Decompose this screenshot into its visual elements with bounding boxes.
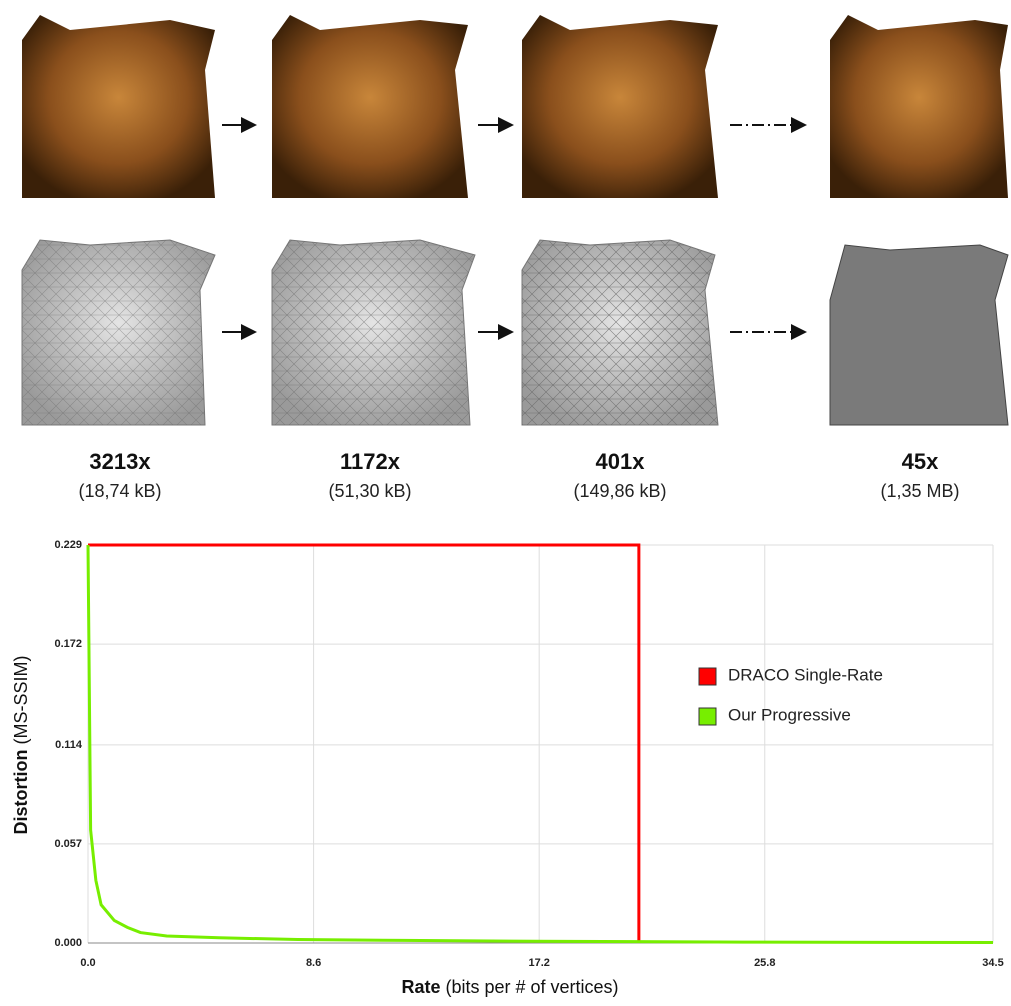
x-tick-label: 17.2 [528, 957, 549, 969]
x-axis-title: Rate(bits per # of vertices) [401, 977, 618, 997]
y-axis-title-main: Distortion [11, 750, 31, 835]
file-size: (149,86 kB) [573, 481, 666, 501]
figure: 3213x (18,74 kB) 1172x (51,30 kB) 401x (149,8… [0, 0, 1011, 1001]
x-tick-label: 0.0 [80, 957, 95, 969]
y-tick-label: 0.114 [55, 739, 83, 751]
y-tick-label: 0.000 [54, 937, 82, 949]
y-tick-label: 0.229 [54, 539, 82, 551]
legend-swatch [699, 668, 716, 685]
x-tick-label: 34.5 [982, 957, 1003, 969]
file-size: (51,30 kB) [328, 481, 411, 501]
legend-label: Our Progressive [728, 705, 851, 724]
y-tick-label: 0.172 [54, 638, 82, 650]
compression-ratio: 3213x [89, 449, 151, 474]
compression-ratio: 401x [596, 449, 646, 474]
x-tick-label: 25.8 [754, 957, 775, 969]
file-size: (18,74 kB) [78, 481, 161, 501]
x-axis-title-main: Rate [401, 977, 440, 997]
renderings [22, 15, 1008, 425]
stage-labels: 3213x (18,74 kB) 1172x (51,30 kB) 401x (149,8… [78, 449, 959, 501]
y-tick-label: 0.057 [54, 838, 82, 850]
y-axis-title: Distortion (MS-SSIM) [11, 656, 31, 835]
y-axis-title-note: (MS-SSIM) [11, 656, 31, 745]
x-axis-title-note: (bits per # of vertices) [445, 977, 618, 997]
legend-swatch [699, 708, 716, 725]
mesh-row [22, 240, 1008, 425]
chart: 0.000 0.057 0.114 0.172 0.229 0.0 8.6 17.2 25.8 3… [11, 539, 1004, 997]
file-size: (1,35 MB) [880, 481, 959, 501]
compression-ratio: 1172x [340, 449, 401, 474]
compression-ratio: 45x [902, 449, 939, 474]
x-tick-label: 8.6 [306, 957, 321, 969]
textured-row [22, 15, 1008, 198]
series-line [88, 545, 639, 943]
series-line [88, 545, 993, 942]
legend-label: DRACO Single-Rate [728, 665, 883, 684]
